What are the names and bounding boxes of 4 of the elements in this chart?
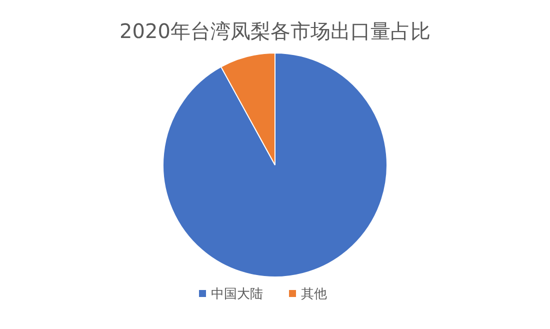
legend-label: 中国大陆 <box>211 287 263 302</box>
pie-slice <box>162 52 388 278</box>
legend-label: 其他 <box>301 287 327 302</box>
chart-title: 2020年台湾凤梨各市场出口量占比 <box>120 19 430 43</box>
